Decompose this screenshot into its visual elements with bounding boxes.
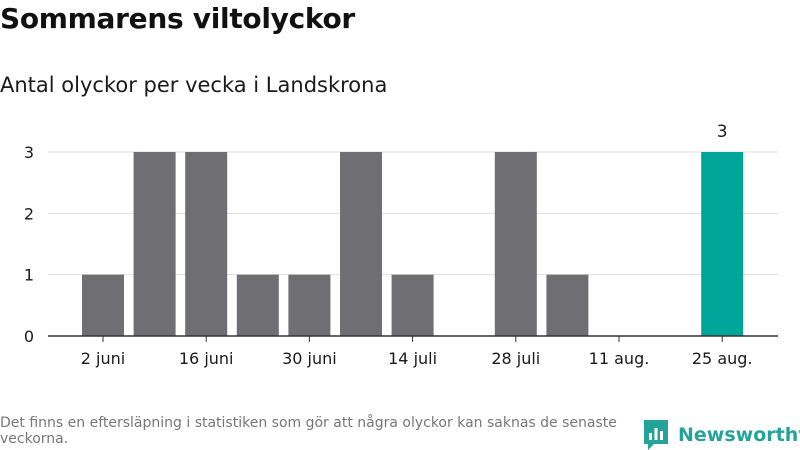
chart-subtitle: Antal olyckor per vecka i Landskrona <box>0 73 388 97</box>
y-tick-label: 2 <box>24 204 34 223</box>
x-tick-label: 25 aug. <box>692 349 753 368</box>
x-tick-label: 11 aug. <box>589 349 650 368</box>
bar <box>133 152 176 336</box>
bar <box>391 274 434 336</box>
bar <box>236 274 279 336</box>
x-tick-label: 2 juni <box>81 349 125 368</box>
y-tick-label: 3 <box>24 143 34 162</box>
brand-name: Newsworthy <box>678 424 800 446</box>
data-label: 3 <box>717 122 728 142</box>
bar <box>82 274 124 336</box>
x-tick-label: 14 juli <box>388 349 437 368</box>
bar <box>288 274 331 336</box>
y-tick-label: 0 <box>24 327 34 346</box>
y-tick-label: 1 <box>24 266 34 285</box>
bar <box>546 274 589 336</box>
bar <box>701 152 744 336</box>
bar <box>494 152 537 336</box>
newsworthy-logo-icon <box>644 420 668 450</box>
x-tick-label: 28 juli <box>491 349 540 368</box>
footnote: Det finns en eftersläpning i statistiken… <box>0 415 617 447</box>
x-tick-label: 16 juni <box>179 349 234 368</box>
brand-logo: Newsworthy <box>644 420 800 450</box>
bar <box>185 152 228 336</box>
chart-title: Sommarens viltolyckor <box>0 2 355 35</box>
bar <box>340 152 382 336</box>
bar-chart: 0 1 2 3 3 2 juni 16 juni 30 juni 14 juli 28 juli 1… <box>24 122 778 368</box>
x-tick-label: 30 juni <box>282 349 337 368</box>
